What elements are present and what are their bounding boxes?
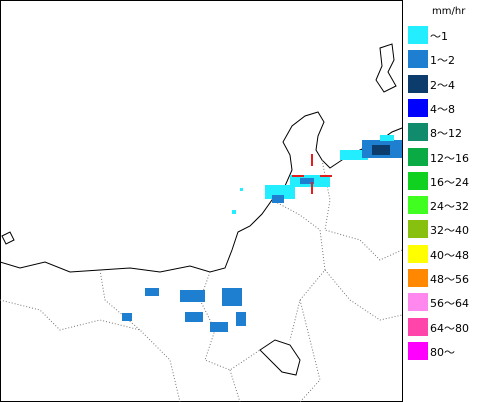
echo <box>210 322 228 332</box>
echo <box>185 312 203 322</box>
legend-swatch <box>408 196 428 215</box>
lake <box>259 339 301 376</box>
island <box>1 231 15 245</box>
legend-swatch <box>408 50 428 69</box>
legend-label: ～1 <box>430 30 448 43</box>
legend-swatch <box>408 98 428 117</box>
legend-label: 24～32 <box>430 200 469 214</box>
legend-swatch <box>408 147 428 166</box>
echo <box>372 145 390 155</box>
legend-label: 80～ <box>430 345 455 359</box>
border <box>324 269 403 321</box>
radar-map <box>0 0 403 402</box>
border <box>321 159 403 261</box>
legend-swatch <box>408 123 428 142</box>
legend-label: 32～40 <box>430 224 469 238</box>
legend-label: 56～64 <box>430 297 469 311</box>
legend-swatch <box>408 293 428 312</box>
legend-label: 40～48 <box>430 248 469 262</box>
legend-swatch <box>408 341 428 360</box>
echo <box>272 195 284 203</box>
legend-swatch <box>408 26 428 44</box>
legend-label: 48～56 <box>430 273 469 286</box>
border <box>229 369 241 402</box>
legend-label: 16～24 <box>430 175 469 189</box>
echo <box>240 188 243 191</box>
legend-swatch <box>408 220 428 239</box>
legend-swatch <box>408 74 428 93</box>
echo <box>380 135 394 141</box>
echo <box>122 313 132 321</box>
echo <box>232 210 236 214</box>
legend: mm/hr ～1 1～2 2～4 4～8 8～12 12～16 16～24 24～32 32～4… <box>404 0 484 402</box>
legend-swatch <box>408 317 428 336</box>
legend-label: 8～12 <box>430 127 462 141</box>
echo <box>300 178 314 184</box>
legend-swatch <box>408 171 428 190</box>
legend-swatch <box>408 269 428 287</box>
legend-unit: mm/hr <box>432 6 466 17</box>
island <box>375 43 397 93</box>
coastline <box>0 43 403 376</box>
map-frame <box>0 0 403 402</box>
legend-label: 1～2 <box>430 54 455 68</box>
border <box>99 269 141 331</box>
coast <box>0 111 403 273</box>
legend-swatch <box>408 244 428 263</box>
echo <box>340 150 368 160</box>
radar-echo <box>122 135 402 332</box>
legend-label: 64～80 <box>430 321 469 335</box>
echo <box>180 290 205 302</box>
legend-label: 4～8 <box>430 102 455 116</box>
crosshair <box>292 154 332 194</box>
legend-label: 2～4 <box>430 78 455 92</box>
echo <box>222 288 242 306</box>
legend-label: 12～16 <box>430 151 469 165</box>
echo <box>145 288 159 296</box>
echo <box>236 312 246 326</box>
